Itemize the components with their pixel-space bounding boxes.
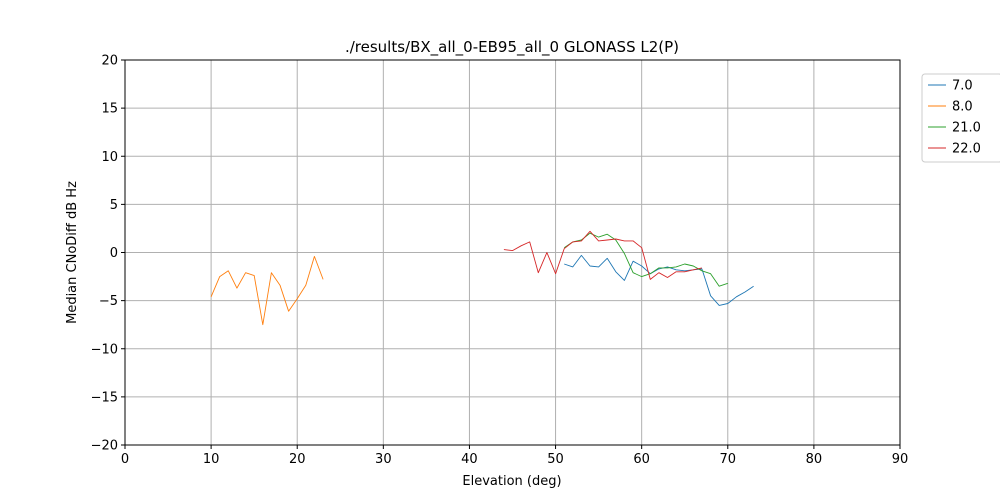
y-axis-ticks: −20 −15 −10 −5 0 5 10 15 20: [91, 54, 125, 454]
y-tick-label: −20: [91, 439, 118, 454]
x-tick-label: 10: [203, 452, 220, 467]
legend-label: 21.0: [952, 121, 981, 136]
x-tick-label: 80: [806, 452, 823, 467]
x-tick-label: 30: [375, 452, 392, 467]
x-tick-label: 60: [633, 452, 650, 467]
y-tick-label: −5: [99, 294, 118, 309]
legend-label: 22.0: [952, 142, 981, 157]
x-tick-label: 40: [461, 452, 478, 467]
y-tick-label: 5: [110, 198, 118, 213]
series-line-7-0: [564, 254, 754, 306]
x-tick-label: 0: [121, 452, 129, 467]
series-layer: [210, 230, 754, 326]
legend-frame: [921, 73, 1000, 163]
x-tick-label: 90: [892, 452, 909, 467]
y-tick-label: 10: [101, 150, 118, 165]
y-tick-label: 20: [101, 54, 118, 69]
x-tick-label: 70: [720, 452, 737, 467]
x-axis-label: Elevation (deg): [462, 474, 561, 489]
chart-title: ./results/BX_all_0-EB95_all_0 GLONASS L2…: [345, 38, 679, 57]
y-tick-label: −15: [91, 390, 118, 405]
legend-label: 7.0: [952, 79, 973, 94]
x-tick-label: 20: [289, 452, 306, 467]
y-tick-label: −10: [91, 342, 118, 357]
y-axis-label: Median CNoDiff dB Hz: [65, 181, 80, 324]
legend-label: 8.0: [952, 100, 973, 115]
x-tick-label: 50: [547, 452, 564, 467]
series-line-21-0: [563, 232, 728, 287]
y-tick-label: 15: [101, 102, 118, 117]
legend: 7.0 8.0 21.0 22.0: [921, 73, 1000, 163]
y-tick-label: 0: [110, 246, 118, 261]
x-axis-ticks: 0 10 20 30 40 50 60 70 80 90: [121, 445, 908, 467]
series-line-8-0: [210, 255, 324, 326]
series-line-22-0: [503, 230, 702, 280]
